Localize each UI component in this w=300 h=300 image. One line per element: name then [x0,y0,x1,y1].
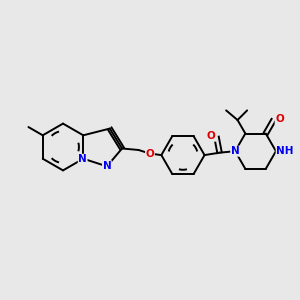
Text: N: N [78,154,87,164]
Text: N: N [231,146,239,156]
Text: N: N [103,161,111,171]
Text: O: O [207,131,215,141]
Text: NH: NH [276,146,294,156]
Text: O: O [146,148,154,159]
Text: O: O [275,114,284,124]
